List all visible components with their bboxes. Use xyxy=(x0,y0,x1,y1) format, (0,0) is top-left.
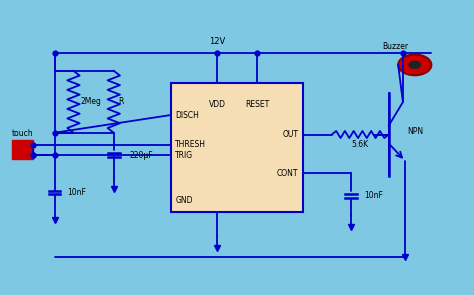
Text: 12V: 12V xyxy=(209,37,225,46)
Text: touch: touch xyxy=(12,129,34,138)
Circle shape xyxy=(398,55,431,75)
Bar xyxy=(171,83,303,212)
Text: THRESH: THRESH xyxy=(175,140,206,149)
Text: 10nF: 10nF xyxy=(67,188,86,197)
Text: 5.6K: 5.6K xyxy=(352,140,369,149)
Text: Buzzer: Buzzer xyxy=(383,42,409,51)
Circle shape xyxy=(409,61,420,68)
Text: VDD: VDD xyxy=(209,100,226,109)
Text: GND: GND xyxy=(175,196,193,205)
Text: DISCH: DISCH xyxy=(175,111,199,119)
Text: OUT: OUT xyxy=(283,130,299,139)
Text: RESET: RESET xyxy=(245,100,269,109)
Text: 220μF: 220μF xyxy=(129,151,153,160)
Text: R: R xyxy=(118,97,124,106)
Text: 10nF: 10nF xyxy=(364,191,383,200)
Text: TRIG: TRIG xyxy=(175,151,193,160)
Text: 2Meg: 2Meg xyxy=(81,97,101,106)
Bar xyxy=(12,140,33,159)
Text: CONT: CONT xyxy=(277,169,299,178)
Text: NPN: NPN xyxy=(408,127,424,136)
